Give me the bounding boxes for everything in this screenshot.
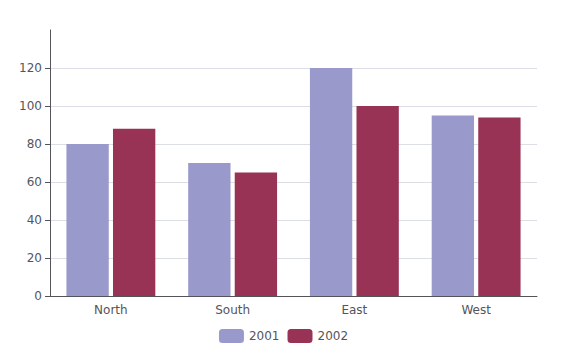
svg-text:South: South <box>215 303 250 317</box>
svg-text:East: East <box>341 303 367 317</box>
svg-text:60: 60 <box>27 175 42 189</box>
svg-text:North: North <box>94 303 128 317</box>
svg-text:West: West <box>461 303 491 317</box>
svg-text:2002: 2002 <box>318 329 349 343</box>
svg-text:20: 20 <box>27 251 42 265</box>
svg-text:100: 100 <box>19 99 42 113</box>
svg-text:2001: 2001 <box>249 329 280 343</box>
svg-text:0: 0 <box>34 289 42 303</box>
svg-text:40: 40 <box>27 213 42 227</box>
svg-text:120: 120 <box>19 61 42 75</box>
svg-text:80: 80 <box>27 137 42 151</box>
